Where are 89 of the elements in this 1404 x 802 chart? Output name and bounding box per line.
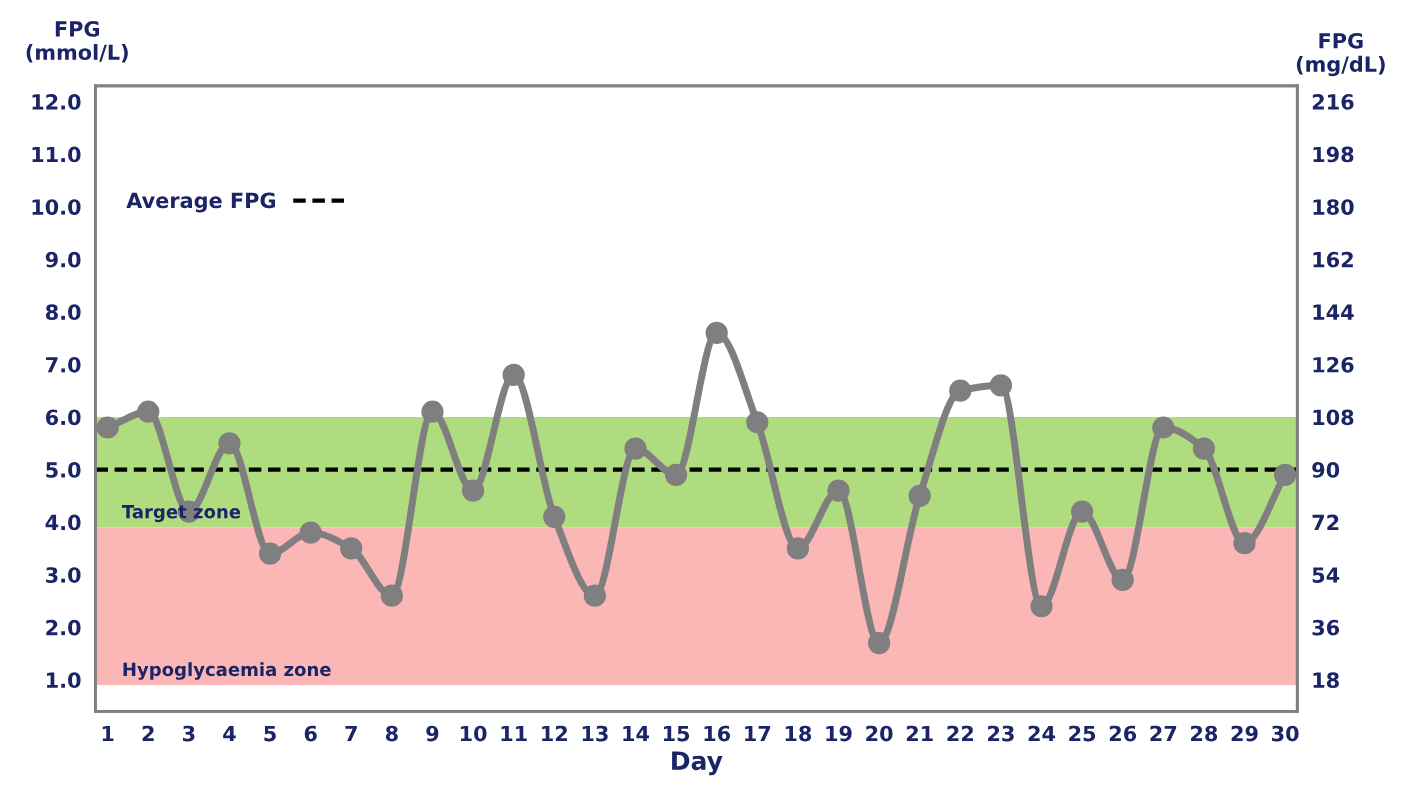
point	[380, 584, 403, 607]
x-tick-label: 27	[1150, 725, 1177, 742]
y-tick-label: 6.0	[45, 409, 81, 426]
point	[664, 463, 688, 486]
x-tick-label: 22	[947, 725, 973, 742]
y2-tick-label: 180	[1313, 199, 1354, 215]
point	[949, 379, 972, 402]
point	[1030, 595, 1053, 618]
y2-tick-label: 216	[1312, 94, 1354, 110]
point	[746, 411, 769, 434]
x-tick-label: 3	[183, 725, 195, 742]
point	[218, 432, 241, 455]
y-tick-label: 2.0	[46, 619, 81, 636]
band-label: Hypoglycaemia zone	[123, 662, 331, 680]
y-tick-label: 12.0	[32, 94, 81, 110]
point	[1111, 568, 1134, 592]
point	[421, 400, 444, 423]
point	[624, 437, 647, 460]
point	[908, 484, 931, 507]
x-tick-label: 19	[826, 725, 852, 742]
y2-tick-label: 36	[1312, 619, 1340, 636]
x-tick-label: 15	[663, 725, 690, 742]
point	[1192, 437, 1216, 460]
y-axis-title: FPG (mmol/L)	[26, 21, 128, 63]
point	[1274, 463, 1297, 486]
x-tick-label: 26	[1109, 725, 1137, 742]
y2-axis-title: FPG (mg/dL)	[1296, 32, 1385, 77]
y-tick-label: 3.0	[46, 567, 81, 583]
x-tick-label: 7	[345, 725, 357, 742]
x-tick-label: 13	[582, 725, 608, 742]
x-tick-label: 29	[1231, 725, 1258, 742]
y-tick-label: 7.0	[46, 356, 81, 373]
x-tick-label: 5	[264, 725, 276, 742]
point	[705, 321, 728, 344]
y-tick-label: 5.0	[46, 462, 81, 478]
point	[583, 584, 606, 607]
y-tick-label: 4.0	[45, 514, 81, 531]
y-tick-label: 11.0	[32, 146, 81, 163]
point	[989, 374, 1013, 397]
y2-tick-label: 162	[1313, 251, 1353, 268]
x-tick-label: 23	[988, 725, 1014, 742]
x-tick-label: 10	[460, 725, 487, 742]
x-tick-label: 4	[223, 725, 236, 742]
point	[299, 521, 322, 544]
y2-tick-label: 144	[1313, 304, 1354, 320]
y2-tick-label: 18	[1313, 672, 1339, 689]
x-tick-label: 25	[1069, 725, 1096, 742]
x-tick-label: 2	[142, 725, 154, 742]
y-tick-label: 8.0	[45, 304, 81, 321]
x-tick-label: 14	[623, 725, 650, 742]
legend-label: Average FPG	[126, 192, 276, 213]
x-tick-label: 16	[704, 725, 731, 742]
x-tick-label: 1	[102, 725, 114, 742]
point	[543, 505, 566, 528]
x-tick-label: 20	[866, 725, 893, 742]
point	[96, 416, 119, 439]
point	[1233, 532, 1256, 555]
x-tick-label: 18	[785, 725, 812, 742]
point	[258, 542, 282, 565]
y2-tick-label: 126	[1313, 356, 1354, 373]
x-tick-label: 6	[304, 725, 317, 742]
x-tick-label: 21	[906, 725, 933, 742]
point	[1152, 416, 1175, 439]
y2-tick-label: 90	[1312, 462, 1340, 478]
y2-tick-label: 54	[1312, 567, 1340, 583]
point	[461, 479, 485, 502]
y-tick-label: 10.0	[32, 199, 81, 215]
y2-tick-label: 72	[1312, 514, 1339, 531]
y2-tick-label: 108	[1313, 409, 1354, 426]
x-tick-label: 30	[1272, 725, 1299, 742]
x-tick-label: 17	[745, 725, 771, 742]
band-label: Target zone	[121, 505, 241, 523]
point	[502, 363, 525, 387]
point	[1070, 500, 1094, 523]
x-axis-title: Day	[672, 751, 723, 776]
point	[340, 537, 363, 560]
x-tick-label: 8	[385, 725, 398, 742]
y2-tick-label: 198	[1313, 146, 1354, 163]
point	[867, 631, 891, 655]
x-tick-label: 9	[426, 725, 439, 742]
x-tick-label: 12	[542, 725, 567, 742]
x-tick-label: 28	[1191, 725, 1218, 742]
y-tick-label: 9.0	[45, 251, 81, 268]
point	[137, 400, 160, 423]
x-tick-label: 24	[1028, 725, 1056, 742]
point	[786, 537, 810, 560]
y-tick-label: 1.0	[47, 672, 81, 689]
x-tick-label: 11	[501, 725, 527, 742]
point	[827, 479, 850, 502]
